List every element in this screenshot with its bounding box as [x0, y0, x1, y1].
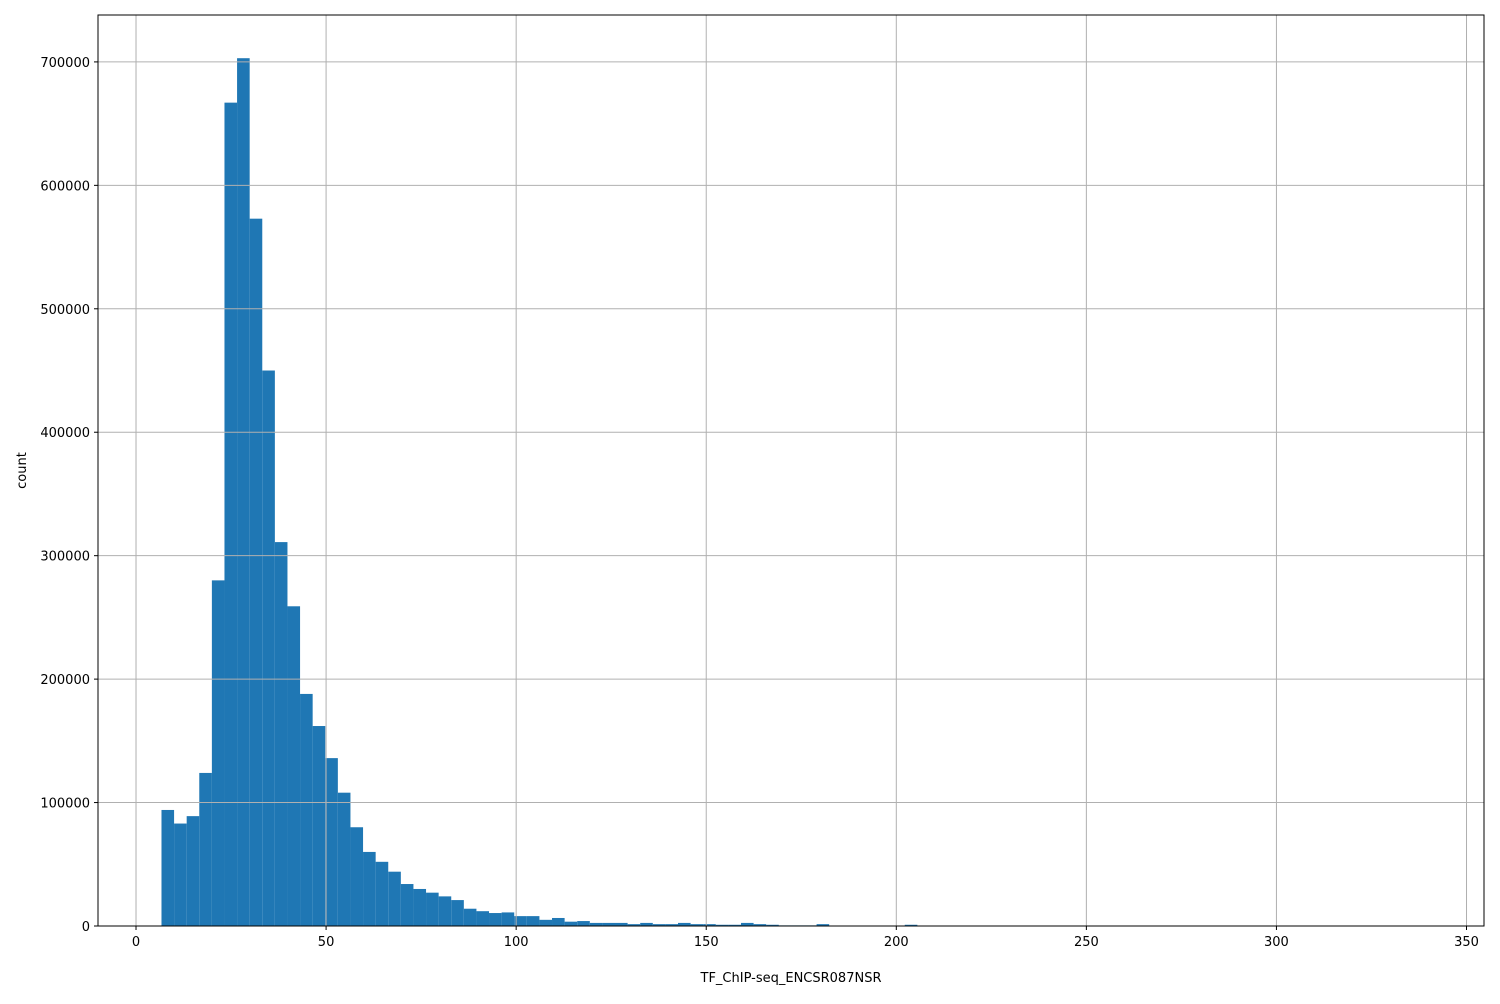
histogram-bar [174, 824, 187, 926]
histogram-bar [300, 694, 313, 926]
histogram-bar [426, 893, 439, 926]
histogram-bar [464, 909, 477, 926]
histogram-bar [527, 916, 540, 926]
y-tick-label: 0 [82, 920, 90, 935]
histogram-bar [502, 912, 515, 926]
histogram-bar [539, 920, 552, 926]
histogram-bar [388, 872, 401, 926]
x-tick-label: 50 [318, 935, 335, 950]
histogram-bar [401, 884, 414, 926]
histogram-bar [350, 827, 363, 926]
y-tick-label: 700000 [40, 56, 90, 71]
histogram-bar [439, 896, 452, 926]
bars [161, 58, 917, 926]
y-axis-ticks: 0 100000 200000 300000 400000 500000 600000 700… [40, 56, 98, 935]
y-tick-label: 400000 [40, 426, 90, 441]
histogram-bar [212, 580, 225, 926]
histogram-bar [413, 889, 426, 926]
histogram-bar [363, 852, 376, 926]
y-tick-label: 300000 [40, 550, 90, 565]
histogram-bar [338, 793, 351, 926]
histogram-bar [199, 773, 212, 926]
histogram-bar [250, 219, 263, 926]
histogram-bar [161, 810, 174, 926]
y-tick-label: 200000 [40, 673, 90, 688]
histogram-bar [275, 542, 288, 926]
histogram-bar [187, 816, 200, 926]
histogram-bar [287, 606, 300, 926]
histogram-bar [376, 862, 389, 926]
y-tick-label: 500000 [40, 303, 90, 318]
histogram-bar [565, 922, 578, 926]
y-axis-label: count [15, 452, 30, 489]
histogram-bar [489, 913, 502, 926]
x-tick-label: 350 [1454, 935, 1479, 950]
x-tick-label: 250 [1074, 935, 1099, 950]
x-tick-label: 200 [884, 935, 909, 950]
x-tick-label: 300 [1264, 935, 1289, 950]
histogram-bar [325, 758, 338, 926]
histogram-bar [451, 900, 464, 926]
x-axis-ticks: 0 50 100 150 200 250 300 350 [132, 926, 1479, 950]
x-tick-label: 100 [504, 935, 529, 950]
histogram-bar [237, 58, 250, 926]
x-tick-label: 150 [694, 935, 719, 950]
histogram-bar [577, 921, 590, 926]
x-axis-label: TF_ChIP-seq_ENCSR087NSR [700, 971, 882, 986]
y-tick-label: 100000 [40, 797, 90, 812]
histogram-bar [313, 726, 326, 926]
histogram-bar [262, 371, 275, 926]
x-tick-label: 0 [132, 935, 140, 950]
histogram-bar [476, 911, 489, 926]
histogram-bar [552, 918, 565, 926]
y-tick-label: 600000 [40, 179, 90, 194]
